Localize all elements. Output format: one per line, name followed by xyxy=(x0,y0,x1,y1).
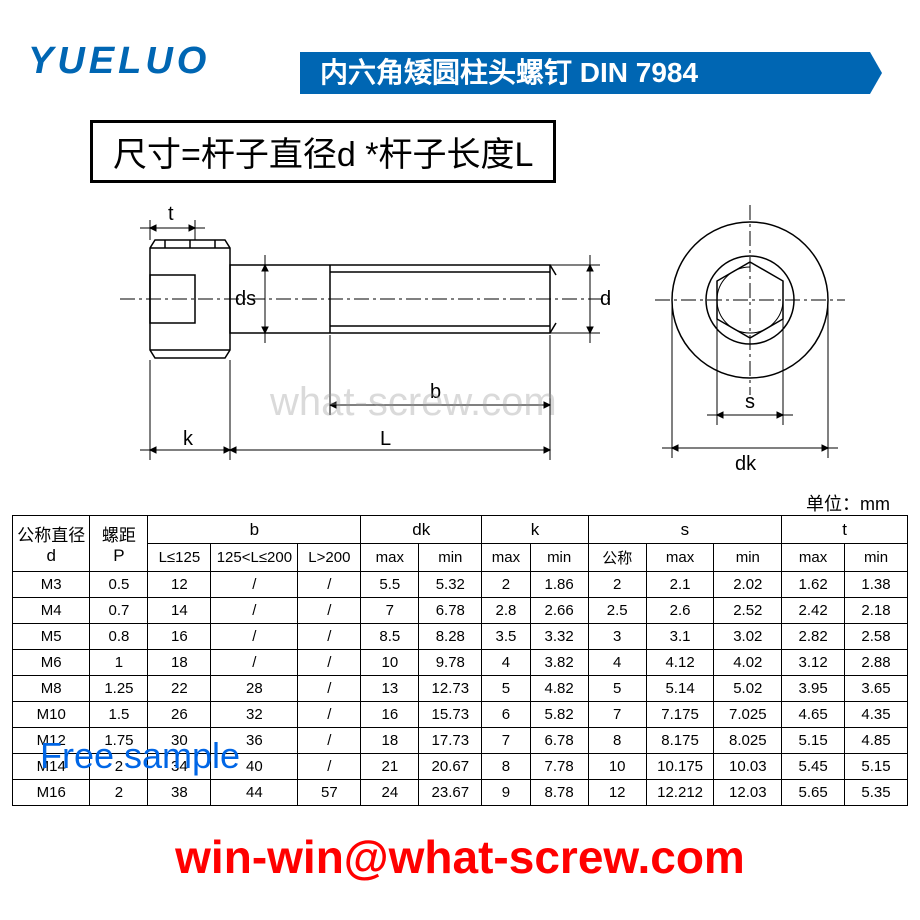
sub-b1: L≤125 xyxy=(148,544,211,572)
label-dk: dk xyxy=(735,453,757,475)
table-row: M101.52632/1615.7365.8277.1757.0254.654.… xyxy=(13,702,908,728)
col-s: s xyxy=(588,516,781,544)
sub-s-max: max xyxy=(646,544,714,572)
sub-s-min: min xyxy=(714,544,782,572)
sub-b2: 125<L≤200 xyxy=(211,544,298,572)
sub-t-max: max xyxy=(782,544,845,572)
label-ds: ds xyxy=(235,288,256,310)
table-row: M6118//109.7843.8244.124.023.122.88 xyxy=(13,650,908,676)
brand-logo: YUELUO xyxy=(28,40,210,83)
label-d: d xyxy=(600,288,611,310)
sub-k-min: min xyxy=(530,544,588,572)
screw-diagram: t ds d k xyxy=(70,200,870,480)
sub-t-min: min xyxy=(845,544,908,572)
col-d: 公称直径d xyxy=(13,516,90,572)
free-sample-text: Free sample xyxy=(40,735,240,777)
col-k: k xyxy=(482,516,588,544)
unit-label: 单位：mm xyxy=(806,490,890,516)
table-row: M50.816//8.58.283.53.3233.13.022.822.58 xyxy=(13,624,908,650)
watermark: what-screw.com xyxy=(270,380,557,425)
label-s: s xyxy=(745,391,755,413)
sub-dk-min: min xyxy=(419,544,482,572)
label-k: k xyxy=(183,428,194,450)
table-row: M30.512//5.55.3221.8622.12.021.621.38 xyxy=(13,572,908,598)
sub-k-max: max xyxy=(482,544,530,572)
title-bar: 内六角矮圆柱头螺钉 DIN 7984 xyxy=(300,52,870,94)
sub-s-nom: 公称 xyxy=(588,544,646,572)
col-p: 螺距P xyxy=(90,516,148,572)
sub-b3: L>200 xyxy=(298,544,361,572)
sub-dk-max: max xyxy=(361,544,419,572)
col-b: b xyxy=(148,516,361,544)
table-row: M81.252228/1312.7354.8255.145.023.953.65 xyxy=(13,676,908,702)
label-t: t xyxy=(168,203,174,225)
table-row: M40.714//76.782.82.662.52.62.522.422.18 xyxy=(13,598,908,624)
label-L: L xyxy=(380,428,391,450)
col-t: t xyxy=(782,516,908,544)
contact-email: win-win@what-screw.com xyxy=(0,830,920,884)
col-dk: dk xyxy=(361,516,482,544)
table-row: M1623844572423.6798.781212.21212.035.655… xyxy=(13,780,908,806)
formula-box: 尺寸=杆子直径d *杆子长度L xyxy=(90,120,556,183)
